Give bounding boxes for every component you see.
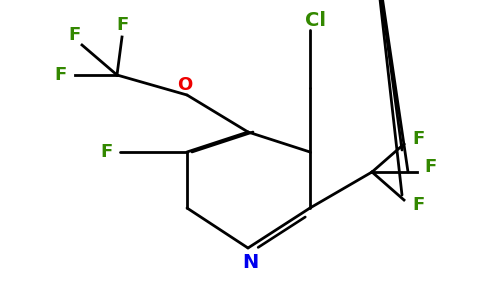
Text: F: F — [412, 130, 424, 148]
Text: O: O — [177, 76, 193, 94]
Text: F: F — [425, 158, 437, 176]
Text: F: F — [412, 196, 424, 214]
Text: F: F — [100, 143, 112, 161]
Text: Cl: Cl — [304, 11, 326, 29]
Text: F: F — [68, 26, 80, 44]
Text: N: N — [242, 253, 258, 272]
Text: F: F — [55, 66, 67, 84]
Text: F: F — [116, 16, 128, 34]
